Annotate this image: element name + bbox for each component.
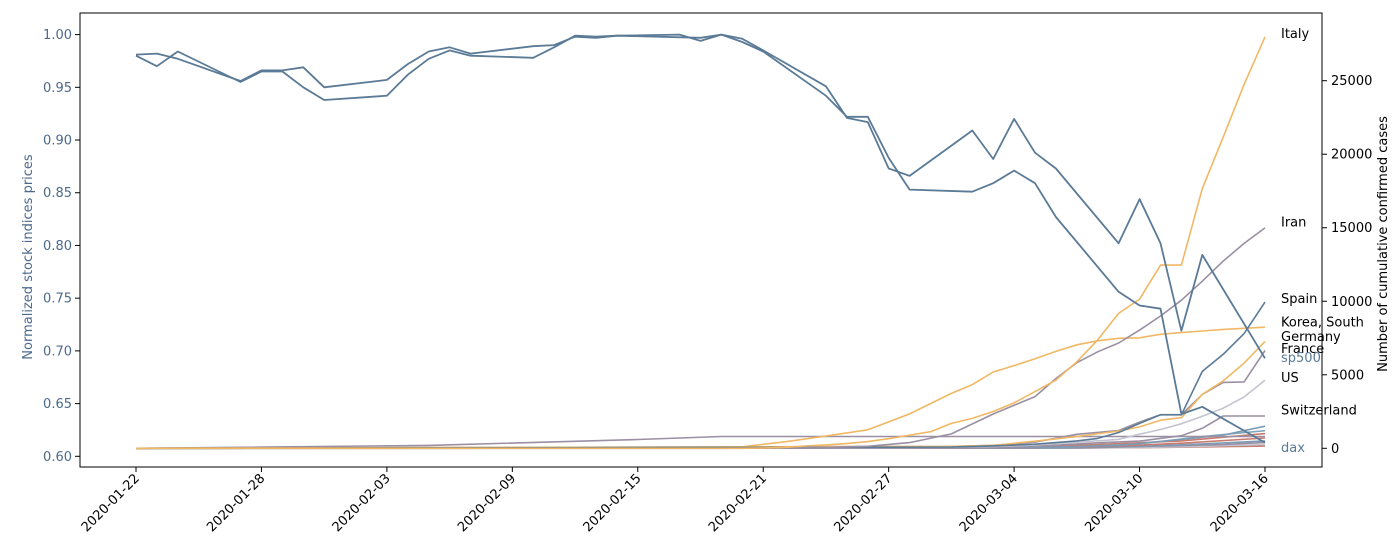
plot-frame xyxy=(79,12,1323,468)
case-line-iran xyxy=(136,227,1266,450)
series-label-italy: Italy xyxy=(1281,27,1310,42)
right-tick-label: 25000 xyxy=(1331,74,1372,89)
right-axis: 0 5000 10000 15000 20000 25000 xyxy=(1322,74,1372,457)
left-tick-label: 0.80 xyxy=(43,239,72,254)
left-tick-label: 0.95 xyxy=(43,81,72,96)
series-label-us: US xyxy=(1281,371,1299,386)
left-tick-label: 0.65 xyxy=(43,397,72,412)
series-label-france: France xyxy=(1281,342,1324,357)
stock-line-dax xyxy=(135,33,1266,444)
series-label-spain: Spain xyxy=(1281,292,1317,307)
case-lines xyxy=(135,36,1266,450)
series-label-korea-south: Korea, South xyxy=(1281,315,1364,330)
series-label-germany: Germany xyxy=(1281,330,1341,345)
right-tick-label: 15000 xyxy=(1331,221,1372,236)
stock-line-sp500 xyxy=(135,33,1266,359)
left-tick-label: 1.00 xyxy=(43,28,72,43)
left-axis: 0.60 0.65 0.70 0.75 0.80 0.85 0.90 0.95 1.00 xyxy=(43,28,80,465)
left-tick-label: 0.90 xyxy=(43,134,72,149)
right-tick-label: 20000 xyxy=(1331,148,1372,163)
left-axis-title: Normalized stock indices prices xyxy=(21,154,36,360)
left-tick-label: 0.60 xyxy=(43,450,72,465)
right-tick-label: 5000 xyxy=(1331,368,1364,383)
case-line-italy xyxy=(136,36,1266,450)
right-tick-label: 0 xyxy=(1331,442,1339,457)
left-tick-label: 0.70 xyxy=(43,344,72,359)
case-line-korea-south xyxy=(135,326,1266,450)
series-label-iran: Iran xyxy=(1281,215,1306,230)
right-tick-label: 10000 xyxy=(1331,295,1372,310)
case-line-spain xyxy=(135,301,1266,450)
series-label-sp500: sp500 xyxy=(1281,351,1321,366)
left-tick-label: 0.85 xyxy=(43,186,72,201)
series-label-dax: dax xyxy=(1281,441,1305,456)
right-axis-title: Number of cumulative confirmed cases xyxy=(1376,116,1391,372)
stock-lines xyxy=(135,33,1266,444)
left-tick-label: 0.75 xyxy=(43,292,72,307)
series-label-switzerland: Switzerland xyxy=(1281,404,1357,419)
